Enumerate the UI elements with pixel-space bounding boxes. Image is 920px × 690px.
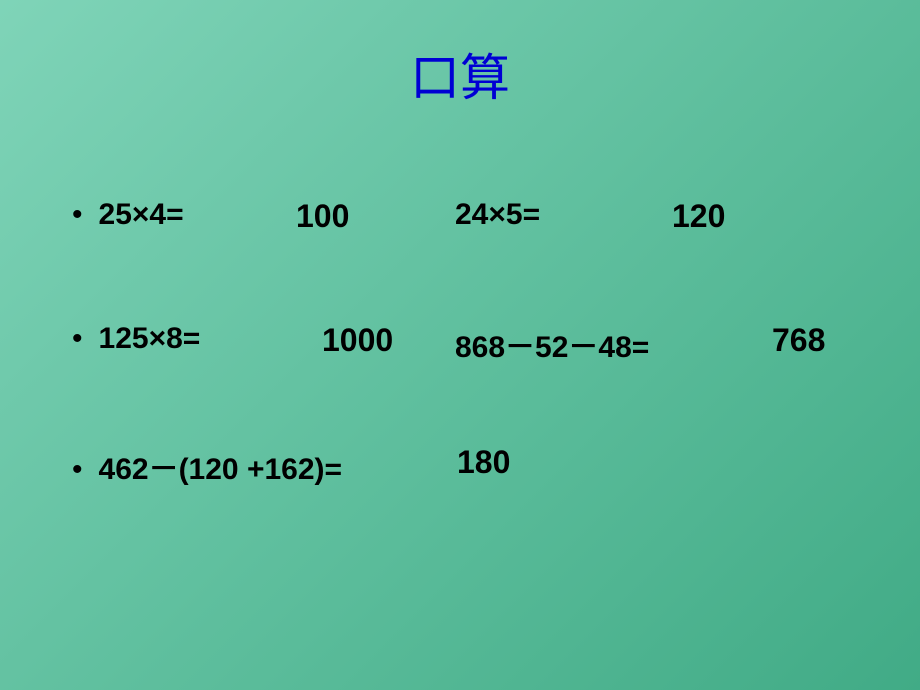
slide-title: 口算 [0, 38, 920, 110]
answer-5: 180 [457, 444, 510, 481]
answer-2: 120 [672, 198, 725, 235]
answer-1: 100 [296, 198, 349, 235]
equation-2: 24×5= [455, 198, 540, 232]
bullet-icon: • [72, 198, 83, 231]
equation-row-1: • 25×4= 100 24×5= 120 [72, 198, 872, 232]
bullet-icon: • [72, 322, 83, 355]
equation-4: 868－52－48= [455, 322, 649, 366]
bullet-icon: • [72, 453, 83, 486]
equation-row-2: •125×8= 1000 868－52－48= 768 [72, 322, 872, 356]
answer-4: 768 [772, 322, 825, 359]
equation-1: 25×4= [99, 198, 184, 232]
equation-3: 125×8= [99, 322, 201, 356]
equation-row-3: • 462－(120 +162)= 180 [72, 444, 872, 488]
answer-3: 1000 [322, 322, 393, 359]
equation-5: 462－(120 +162)= [99, 444, 343, 488]
slide: 口算 • 25×4= 100 24×5= 120 • 125×8= 1000 868… [0, 0, 920, 690]
